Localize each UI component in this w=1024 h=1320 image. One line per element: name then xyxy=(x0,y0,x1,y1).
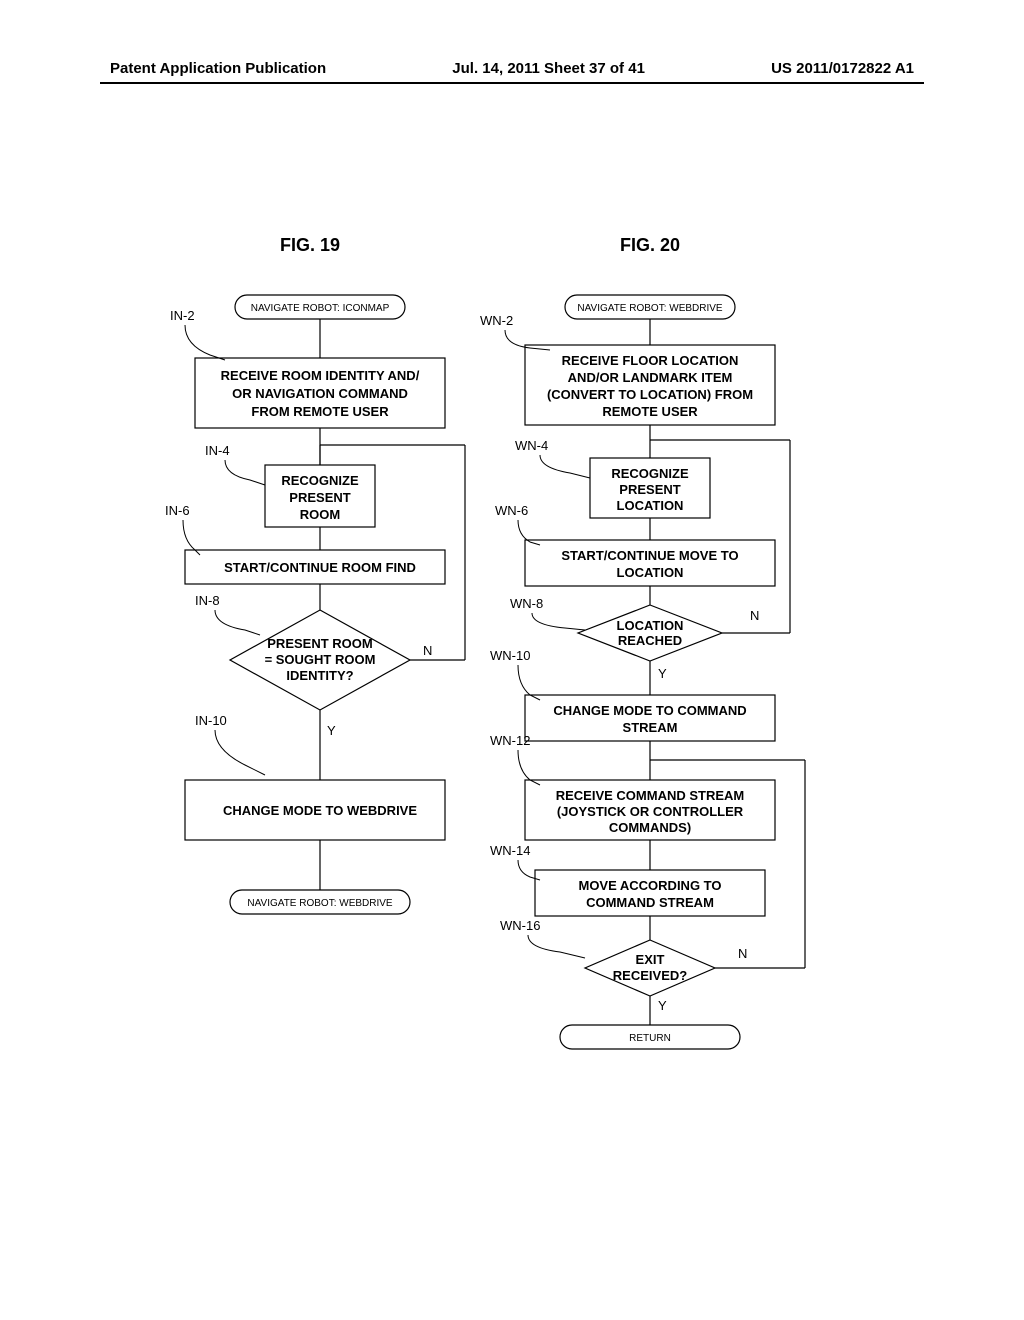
svg-text:RECEIVE FLOOR LOCATION: RECEIVE FLOOR LOCATION xyxy=(562,353,739,368)
svg-text:MOVE ACCORDING TO: MOVE ACCORDING TO xyxy=(578,878,721,893)
svg-text:LOCATION: LOCATION xyxy=(617,565,684,580)
svg-text:PRESENT: PRESENT xyxy=(289,490,350,505)
svg-text:IDENTITY?: IDENTITY? xyxy=(286,668,353,683)
svg-text:= SOUGHT ROOM: = SOUGHT ROOM xyxy=(265,652,376,667)
svg-text:COMMANDS): COMMANDS) xyxy=(609,820,691,835)
svg-text:RECOGNIZE: RECOGNIZE xyxy=(611,466,689,481)
fig20-wn8-yes: Y xyxy=(658,666,667,681)
fig20-wn8-no: N xyxy=(750,608,759,623)
svg-text:(JOYSTICK OR CONTROLLER: (JOYSTICK OR CONTROLLER xyxy=(557,804,744,819)
fig19-in2-line2: OR NAVIGATION COMMAND xyxy=(232,386,408,401)
fig19-title: FIG. 19 xyxy=(280,235,340,256)
svg-text:ROOM: ROOM xyxy=(300,507,340,522)
svg-text:COMMAND STREAM: COMMAND STREAM xyxy=(586,895,714,910)
svg-text:PRESENT ROOM: PRESENT ROOM xyxy=(267,636,372,651)
fig20-flowchart: NAVIGATE ROBOT: WEBDRIVE WN-2 RECEIVE FL… xyxy=(470,290,830,1110)
fig19-in6-label: IN-6 xyxy=(165,503,190,518)
svg-text:RECOGNIZE: RECOGNIZE xyxy=(281,473,359,488)
svg-text:PRESENT: PRESENT xyxy=(619,482,680,497)
fig20-wn16-no: N xyxy=(738,946,747,961)
header-rule xyxy=(100,82,924,84)
fig19-in8-no: N xyxy=(423,643,432,658)
svg-text:REACHED: REACHED xyxy=(618,633,682,648)
svg-text:LOCATION: LOCATION xyxy=(617,618,684,633)
fig20-title: FIG. 20 xyxy=(620,235,680,256)
fig19-flowchart: NAVIGATE ROBOT: ICONMAP IN-2 RECEIVE ROO… xyxy=(155,290,495,1080)
svg-text:START/CONTINUE MOVE TO: START/CONTINUE MOVE TO xyxy=(561,548,738,563)
svg-text:EXIT: EXIT xyxy=(636,952,665,967)
fig19-in4-label: IN-4 xyxy=(205,443,230,458)
fig20-wn16-label: WN-16 xyxy=(500,918,540,933)
fig20-wn6-label: WN-6 xyxy=(495,503,528,518)
fig20-wn10-label: WN-10 xyxy=(490,648,530,663)
fig19-in10-label: IN-10 xyxy=(195,713,227,728)
svg-text:LOCATION: LOCATION xyxy=(617,498,684,513)
fig19-in10-text: CHANGE MODE TO WEBDRIVE xyxy=(223,803,417,818)
fig19-in8-label: IN-8 xyxy=(195,593,220,608)
header-center: Jul. 14, 2011 Sheet 37 of 41 xyxy=(452,60,645,77)
svg-text:AND/OR LANDMARK ITEM: AND/OR LANDMARK ITEM xyxy=(568,370,733,385)
svg-text:RECEIVE COMMAND STREAM: RECEIVE COMMAND STREAM xyxy=(556,788,745,803)
svg-text:STREAM: STREAM xyxy=(623,720,678,735)
svg-text:RECEIVED?: RECEIVED? xyxy=(613,968,687,983)
header-right: US 2011/0172822 A1 xyxy=(771,60,914,77)
fig20-wn12-label: WN-12 xyxy=(490,733,530,748)
fig20-wn14-label: WN-14 xyxy=(490,843,530,858)
fig20-wn2-label: WN-2 xyxy=(480,313,513,328)
fig19-end-text: NAVIGATE ROBOT: WEBDRIVE xyxy=(247,898,393,909)
svg-text:REMOTE USER: REMOTE USER xyxy=(602,404,698,419)
svg-text:(CONVERT TO LOCATION) FROM: (CONVERT TO LOCATION) FROM xyxy=(547,387,753,402)
fig20-wn8-label: WN-8 xyxy=(510,596,543,611)
fig19-in8-yes: Y xyxy=(327,723,336,738)
header-left: Patent Application Publication xyxy=(110,60,326,77)
fig20-wn4-label: WN-4 xyxy=(515,438,548,453)
fig19-in2-line1: RECEIVE ROOM IDENTITY AND/ xyxy=(221,368,420,383)
fig20-start-text: NAVIGATE ROBOT: WEBDRIVE xyxy=(577,303,723,314)
fig20-wn16-yes: Y xyxy=(658,998,667,1013)
fig19-in6-text: START/CONTINUE ROOM FIND xyxy=(224,560,416,575)
page-header: Patent Application Publication Jul. 14, … xyxy=(0,60,1024,77)
fig19-in2-label: IN-2 xyxy=(170,308,195,323)
fig19-in2-line3: FROM REMOTE USER xyxy=(251,404,389,419)
svg-text:CHANGE MODE TO COMMAND: CHANGE MODE TO COMMAND xyxy=(553,703,746,718)
fig20-end-text: RETURN xyxy=(629,1033,671,1044)
fig19-start-text: NAVIGATE ROBOT: ICONMAP xyxy=(251,303,390,314)
